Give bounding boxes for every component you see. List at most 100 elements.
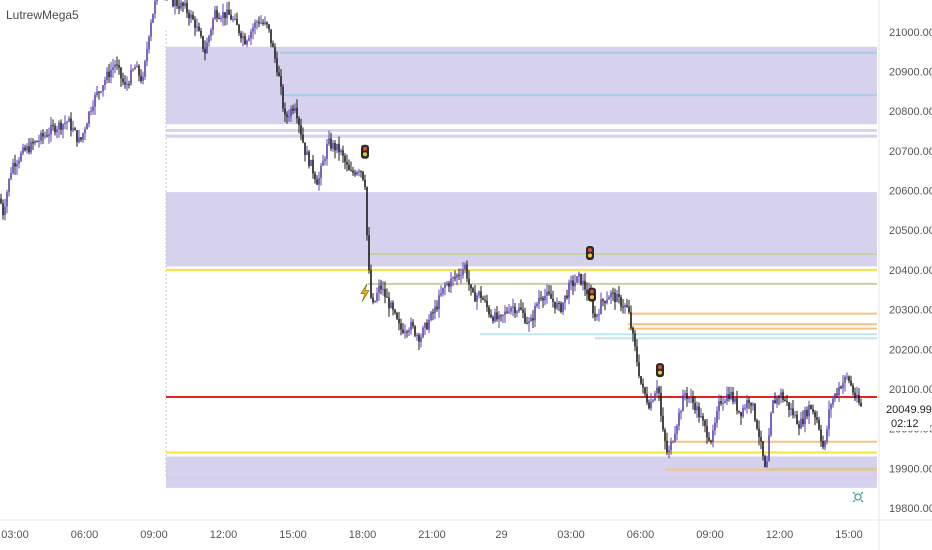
candle-body	[732, 391, 734, 402]
candle-body	[342, 150, 344, 156]
candle-body	[122, 78, 124, 82]
candle-body	[448, 283, 450, 287]
candle-body	[722, 402, 724, 404]
time-axis[interactable]: 03:00 06:00 09:00 12:00 15:00 18:00 21:00 29 03:…	[0, 519, 932, 541]
candle-body	[40, 133, 42, 141]
candle-body	[104, 80, 106, 86]
candle-body	[730, 391, 732, 400]
candle-body	[232, 19, 234, 21]
candle-body	[486, 300, 488, 308]
candle-body	[640, 376, 642, 384]
candle-body	[26, 146, 28, 151]
candle-body	[24, 147, 26, 151]
candle-body	[708, 437, 710, 441]
candle-body	[220, 18, 222, 20]
candle-body	[258, 21, 260, 24]
countdown-label: 02:12	[891, 418, 919, 430]
candle-body	[48, 134, 50, 137]
candle-body	[304, 142, 306, 155]
candle-body	[206, 42, 208, 54]
candle-body	[262, 22, 264, 24]
stop-icon-light	[590, 295, 594, 300]
candle-body	[214, 10, 216, 20]
candle-body	[212, 19, 214, 30]
candle-body	[848, 376, 850, 381]
candle-body	[78, 137, 80, 143]
price-tick-label: 20400.00	[889, 265, 932, 277]
candle-body	[776, 396, 778, 404]
candle-body	[572, 280, 574, 287]
candle-body	[126, 83, 128, 85]
candle-body	[800, 418, 802, 429]
candle-body	[248, 37, 250, 41]
stop-icon-light	[363, 152, 367, 157]
candle-body	[288, 116, 290, 118]
candle-body	[856, 394, 858, 399]
candle-body	[580, 273, 582, 285]
candle-body	[412, 322, 414, 327]
candle-body	[2, 203, 4, 216]
stop-icon-body	[656, 363, 664, 378]
candle-body	[12, 162, 14, 173]
candle-body	[778, 396, 780, 398]
candle-body	[550, 293, 552, 299]
candle-body	[794, 414, 796, 416]
candle-body	[784, 399, 786, 402]
candle-body	[172, 0, 174, 7]
chart-settings-icon-arm	[860, 491, 864, 495]
candle-body	[734, 398, 736, 402]
candle-body	[68, 118, 70, 122]
candle-body	[82, 133, 84, 140]
candle-body	[6, 192, 8, 207]
price-tick-label: 20300.00	[889, 305, 932, 317]
candle-body	[18, 160, 20, 164]
candle-body	[234, 18, 236, 20]
candle-body	[714, 422, 716, 431]
candle-body	[554, 301, 556, 309]
candle-body	[772, 400, 774, 414]
candle-body	[764, 456, 766, 467]
candle-body	[72, 128, 74, 131]
candle-body	[478, 291, 480, 296]
candle-body	[766, 461, 768, 467]
candle-body	[536, 303, 538, 307]
time-tick-label: 12:00	[766, 529, 794, 541]
candle-body	[278, 72, 280, 77]
candle-body	[414, 326, 416, 336]
candle-body	[358, 171, 360, 173]
candle-body	[574, 282, 576, 287]
candle-body	[192, 14, 194, 20]
candle-body	[562, 302, 564, 313]
candle-body	[532, 318, 534, 321]
candle-body	[854, 392, 856, 399]
candle-body	[88, 111, 90, 124]
candle-body	[428, 319, 430, 330]
candle-body	[310, 159, 312, 166]
candle-body	[694, 402, 696, 411]
candle-body	[92, 106, 94, 111]
candle-body	[616, 293, 618, 303]
candle-body	[598, 313, 600, 315]
candle-body	[308, 151, 310, 166]
candle-body	[334, 142, 336, 151]
candle-body	[180, 2, 182, 9]
candle-body	[814, 412, 816, 418]
candle-body	[484, 299, 486, 301]
candle-body	[250, 31, 252, 38]
stop-icon-light	[658, 370, 662, 375]
chart-settings-icon[interactable]	[852, 491, 864, 503]
candle-body	[638, 362, 640, 377]
candle-body	[332, 142, 334, 149]
price-axis[interactable]: 21000.00 20900.00 20800.00 20700.00 20600.00…	[878, 0, 932, 550]
candle-body	[102, 85, 104, 92]
candle-body	[686, 393, 688, 399]
candle-body	[176, 0, 178, 7]
candle-body	[324, 158, 326, 161]
candle-body	[724, 401, 726, 403]
candle-body	[602, 299, 604, 302]
time-tick-label: 21:00	[418, 529, 446, 541]
candle-body	[698, 406, 700, 418]
candle-body	[824, 441, 826, 448]
price-tick-label: 19900.00	[889, 463, 932, 475]
